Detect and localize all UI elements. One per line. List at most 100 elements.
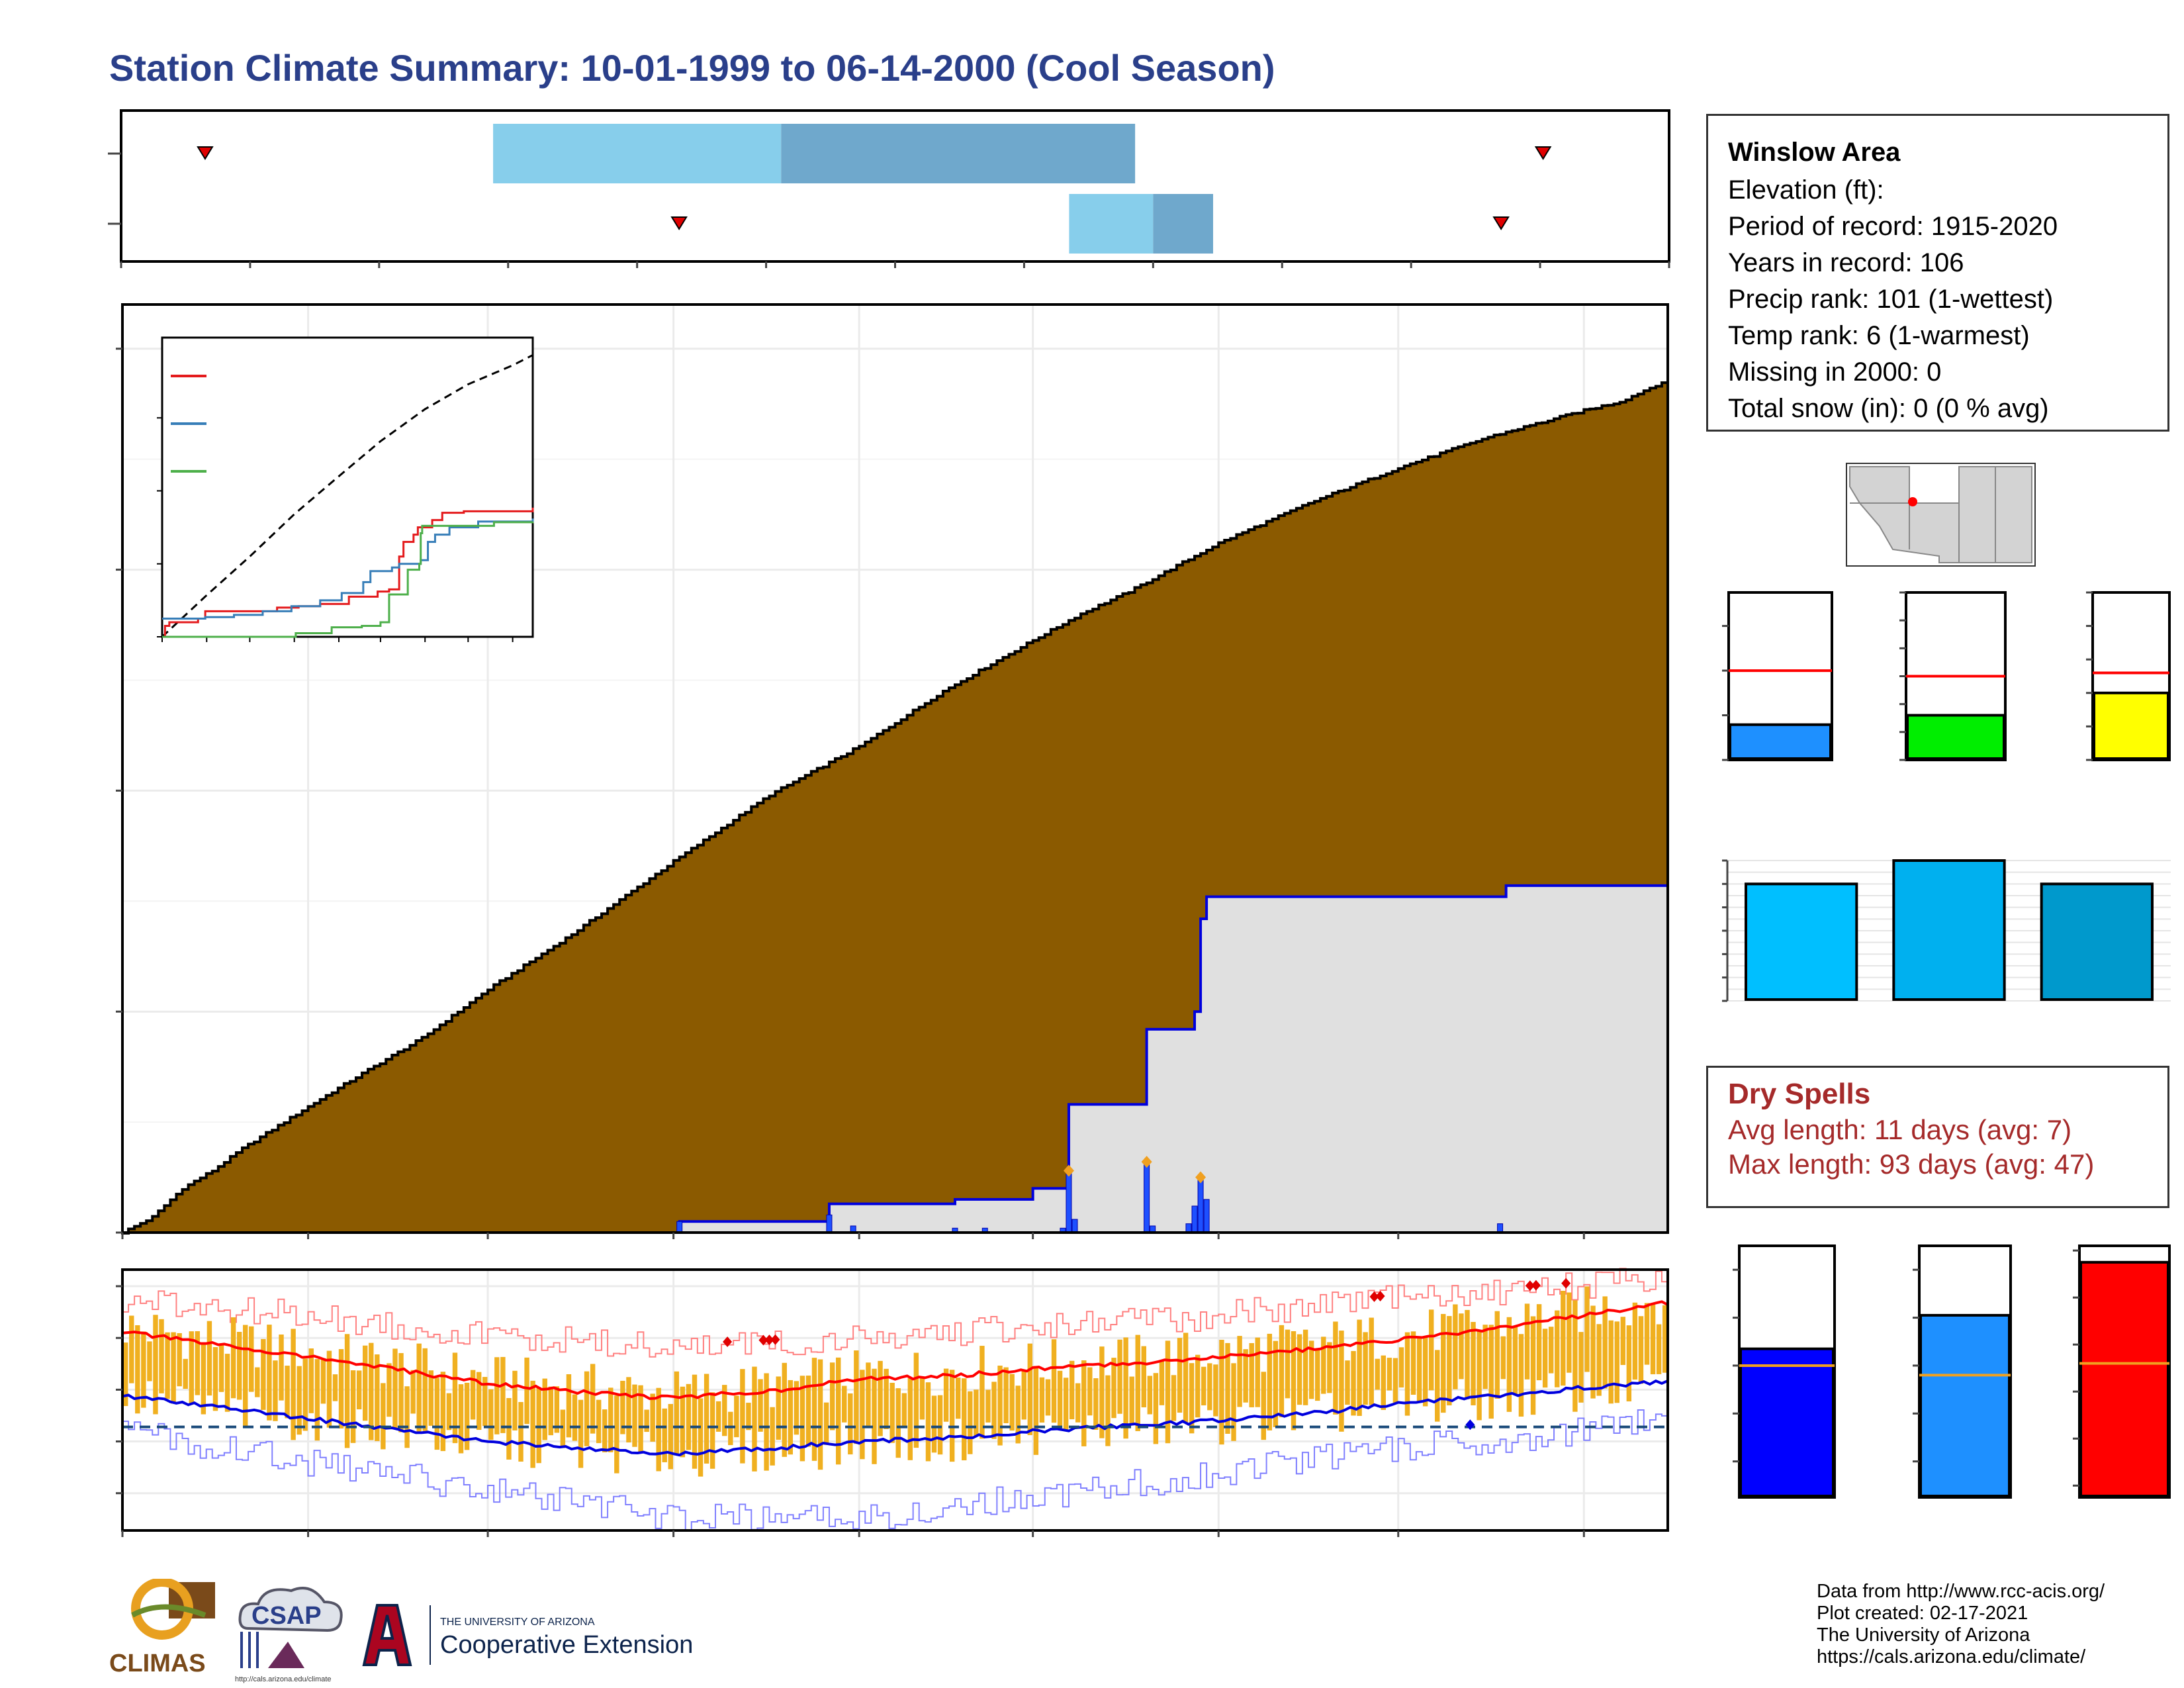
- daily-precip-bar: [1497, 1223, 1504, 1233]
- location-map: [1846, 463, 2036, 567]
- daily-temp-range-bar: [1596, 1324, 1602, 1396]
- daily-temp-range-bar: [1207, 1363, 1212, 1411]
- daily-temp-range-bar: [1129, 1376, 1134, 1426]
- daily-temp-range-bar: [1410, 1331, 1416, 1395]
- daily-temp-range-bar: [381, 1383, 386, 1450]
- daily-temp-range-bar: [943, 1368, 949, 1422]
- daily-temp-range-bar: [398, 1353, 404, 1432]
- daily-temp-range-bar: [919, 1376, 925, 1420]
- daily-temp-range-bar: [1308, 1340, 1314, 1399]
- daily-temp-range-bar: [1291, 1331, 1297, 1430]
- daily-temp-range-bar: [1039, 1377, 1045, 1423]
- daily-temp-range-bar: [338, 1349, 344, 1429]
- daily-temp-range-bar: [1021, 1370, 1026, 1420]
- daily-temp-range-bar: [279, 1335, 284, 1401]
- daily-temp-range-bar: [470, 1370, 476, 1420]
- daily-temp-range-bar: [1099, 1346, 1105, 1438]
- daily-temp-range-bar: [1141, 1346, 1146, 1408]
- daily-temp-range-bar: [320, 1358, 326, 1404]
- daily-temp-range-bar: [805, 1376, 811, 1447]
- record-high-marker: [1531, 1280, 1541, 1291]
- record-high-marker: [1525, 1280, 1535, 1291]
- daily-temp-range-bar: [536, 1387, 541, 1464]
- daily-temp-range-bar: [1471, 1321, 1476, 1405]
- daily-temp-range-bar: [1279, 1325, 1285, 1418]
- station-temp-rank: Temp rank: 6 (1-warmest): [1728, 321, 2030, 350]
- daily-temp-range-bar: [680, 1386, 686, 1458]
- daily-temp-range-bar: [422, 1348, 428, 1431]
- events-bar-heavy: [2040, 882, 2154, 1002]
- daily-temp-range-bar: [656, 1387, 661, 1472]
- daily-temp-range-bar: [1488, 1325, 1494, 1419]
- daily-temp-range-bar: [249, 1326, 254, 1392]
- daily-temp-range-bar: [548, 1386, 553, 1436]
- climas-logo: CLIMAS: [109, 1579, 215, 1677]
- daily-temp-range-bar: [165, 1332, 170, 1399]
- daily-temp-range-bar: [1285, 1329, 1291, 1399]
- daily-temp-range-bar: [344, 1334, 350, 1448]
- daily-temp-range-bar: [632, 1384, 637, 1447]
- daily-temp-range-bar: [596, 1399, 602, 1444]
- daily-temp-range-bar: [1302, 1329, 1308, 1405]
- daily-temp-range-bar: [428, 1370, 433, 1426]
- daily-temp-range-bar: [363, 1345, 368, 1421]
- daily-temp-range-bar: [512, 1370, 518, 1430]
- daily-temp-range-bar: [854, 1350, 859, 1444]
- daily-temp-range-bar: [740, 1369, 745, 1464]
- daily-temp-range-bar: [829, 1362, 835, 1430]
- daily-precip-bar: [1191, 1205, 1198, 1233]
- daily-temp-range-bar: [823, 1402, 829, 1445]
- daily-temp-range-bar: [1315, 1348, 1320, 1401]
- daily-temp-range-bar: [308, 1348, 314, 1413]
- daily-temp-range-bar: [602, 1409, 608, 1452]
- rain_days-value-bar: [1906, 714, 2005, 760]
- daily-temp-range-bar: [1512, 1325, 1518, 1395]
- daily-temp-range-bar: [434, 1378, 440, 1450]
- daily-temp-range-bar: [1506, 1317, 1512, 1412]
- daily-temp-range-bar: [974, 1389, 979, 1436]
- daily-temp-range-bar: [296, 1366, 302, 1435]
- daily-temp-range-bar: [782, 1362, 787, 1457]
- daily-temp-range-bar: [1644, 1303, 1650, 1365]
- daily-temp-range-bar: [895, 1388, 901, 1458]
- dry-spells-max: Max length: 93 days (avg: 47): [1728, 1149, 2095, 1180]
- daily-temp-range-bar: [1416, 1336, 1422, 1401]
- daily-temp-range-bar: [709, 1392, 715, 1469]
- station-name: Winslow Area: [1728, 138, 1901, 167]
- daily-temp-range-bar: [590, 1364, 596, 1434]
- daily-temp-range-bar: [578, 1399, 584, 1468]
- daily-temp-range-bar: [799, 1376, 805, 1462]
- csap-logo-text: CSAP: [251, 1602, 322, 1630]
- daily-temp-range-bar: [285, 1366, 290, 1419]
- daily-temp-range-bar: [1662, 1305, 1668, 1373]
- daily-temp-range-bar: [224, 1354, 230, 1412]
- daily-temp-range-bar: [267, 1325, 272, 1421]
- daily-temp-range-bar: [1590, 1305, 1596, 1399]
- daily-precip-bar: [1144, 1161, 1150, 1233]
- daily-temp-range-bar: [446, 1393, 452, 1430]
- daily-temp-range-bar: [1081, 1360, 1087, 1446]
- daily-temp-range-bar: [638, 1385, 643, 1452]
- daily-temp-range-bar: [1620, 1317, 1626, 1366]
- daily-temp-range-bar: [608, 1387, 614, 1452]
- daily-precip-bar: [1071, 1219, 1078, 1233]
- season_precip-value-bar: [1729, 723, 1832, 760]
- daily-temp-range-bar: [500, 1356, 506, 1433]
- daily-temp-range-bar: [1500, 1336, 1506, 1380]
- daily-temp-range-bar: [1608, 1320, 1614, 1404]
- record-precip-marker: [1063, 1164, 1074, 1177]
- daily-temp-range-bar: [962, 1378, 967, 1461]
- daily-temp-range-bar: [326, 1350, 332, 1428]
- daily-temp-range-bar: [734, 1395, 739, 1438]
- credit-url: https://cals.arizona.edu/climate/: [1817, 1646, 2086, 1667]
- inset-average-line: [161, 354, 533, 638]
- daily-temp-range-bar: [195, 1331, 201, 1395]
- record-precip-marker: [1195, 1171, 1206, 1184]
- daily-temp-range-bar: [907, 1378, 913, 1460]
- daily-temp-range-bar: [662, 1408, 667, 1462]
- record-precip-marker: [1141, 1156, 1152, 1168]
- daily-temp-range-bar: [572, 1394, 578, 1441]
- daily-temp-range-bar: [177, 1333, 182, 1387]
